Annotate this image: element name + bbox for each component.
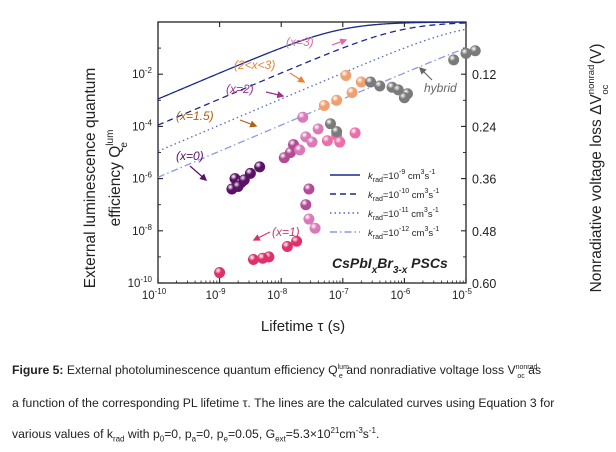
data-point-6-10 <box>325 119 335 129</box>
y-right-tick-label-2: 0.36 <box>472 173 496 187</box>
data-point-6-0 <box>365 77 375 87</box>
data-point-3-6 <box>310 223 320 233</box>
group-label-6: hybrid <box>424 81 457 95</box>
data-point-0-6 <box>239 175 249 185</box>
y-tick-label-2: 10-6 <box>132 171 152 186</box>
data-point-1-0 <box>214 267 224 277</box>
data-point-3-0 <box>298 112 308 122</box>
group-arrow-5 <box>332 40 346 45</box>
y-right-tick-label-3: 0.48 <box>472 225 496 239</box>
caption-text-1a: External photoluminescence quantum effic… <box>67 363 338 377</box>
chart-title: CsPbIxBr3-x PSCs <box>332 255 448 276</box>
caption-line-3: various values of krad with p0=0, pa=0, … <box>12 417 608 452</box>
legend-label-1: krad=10-10 cm3s-1 <box>368 188 439 203</box>
y-tick-label-3: 10-8 <box>132 223 152 238</box>
legend-label-3: krad=10-12 cm3s-1 <box>368 226 439 241</box>
x-axis-title: Lifetime τ (s) <box>261 318 345 335</box>
data-point-6-6 <box>470 46 480 56</box>
data-point-1-3 <box>282 241 292 251</box>
legend-label-2: krad=10-11 cm3s-1 <box>368 207 439 222</box>
legend-label-0: krad=10-9 cm3s-1 <box>368 169 436 184</box>
group-arrow-4 <box>290 73 304 82</box>
model-curve-0 <box>158 22 466 99</box>
caption-text-1b: and nonradiative voltage loss V <box>343 363 516 377</box>
caption-line-1: Figure 5: External photoluminescence qua… <box>12 354 608 390</box>
data-point-2-4 <box>304 184 314 194</box>
figure-container: External luminescence quantum efficiency… <box>0 0 616 433</box>
data-point-4-0 <box>319 100 329 110</box>
y-tick-label-1: 10-4 <box>132 118 152 133</box>
caption-lead: Figure 5: <box>12 363 63 377</box>
x-tick-label-0: 10-10 <box>142 287 167 302</box>
chart-svg: External luminescence quantum efficiency… <box>0 0 616 350</box>
data-point-3-2 <box>313 124 323 134</box>
group-label-2: (x=1.5) <box>176 109 214 123</box>
group-arrow-0 <box>190 166 206 180</box>
data-point-2-3 <box>301 200 311 210</box>
data-point-5-3 <box>350 128 360 138</box>
y-right-tick-label-4: 0.60 <box>472 277 496 291</box>
group-label-3: (x=2) <box>226 82 254 96</box>
x-tick-label-4: 10-6 <box>390 287 410 302</box>
y-right-tick-label-0: 0.12 <box>472 68 496 82</box>
group-label-4: (2<x<3) <box>234 58 275 72</box>
data-point-4-2 <box>347 87 357 97</box>
data-point-1-1 <box>248 254 258 264</box>
x-tick-label-1: 10-9 <box>206 287 226 302</box>
data-point-6-8 <box>399 92 409 102</box>
data-point-6-5 <box>461 48 471 58</box>
data-point-4-4 <box>341 70 351 80</box>
y-axis-title-left-line1: External luminescence quantum <box>82 68 99 289</box>
legend: krad=10-9 cm3s-1 krad=10-10 cm3s-1 krad=10… <box>330 169 439 241</box>
group-arrow-2 <box>240 120 256 126</box>
data-point-3-3 <box>307 137 317 147</box>
group-label-1: (x=1) <box>272 225 300 239</box>
figure-caption: Figure 5: External photoluminescence qua… <box>12 354 608 452</box>
group-label-0: (x=0) <box>176 149 204 163</box>
data-point-5-2 <box>335 137 345 147</box>
data-point-6-4 <box>448 55 458 65</box>
data-point-0-5 <box>254 162 264 172</box>
x-tick-label-5: 10-5 <box>452 287 472 302</box>
data-point-4-1 <box>331 95 341 105</box>
x-tick-label-3: 10-7 <box>329 287 349 302</box>
data-point-4-3 <box>356 77 366 87</box>
data-point-1-5 <box>258 253 268 263</box>
data-point-3-4 <box>294 145 304 155</box>
plot-frame <box>158 22 466 283</box>
data-point-3-5 <box>304 214 314 224</box>
y-tick-label-0: 10-2 <box>132 66 152 81</box>
group-arrow-1 <box>254 232 270 240</box>
data-point-6-7 <box>375 81 385 91</box>
y-tick-label-4: 10-10 <box>128 275 153 290</box>
caption-line-2: a function of the corresponding PL lifet… <box>12 390 608 417</box>
group-arrow-6 <box>420 68 432 80</box>
group-label-5: (x=3) <box>286 35 314 49</box>
y-right-tick-label-1: 0.24 <box>472 120 496 134</box>
x-tick-label-2: 10-8 <box>267 287 287 302</box>
data-point-5-1 <box>322 136 332 146</box>
group-arrow-3 <box>266 92 283 96</box>
